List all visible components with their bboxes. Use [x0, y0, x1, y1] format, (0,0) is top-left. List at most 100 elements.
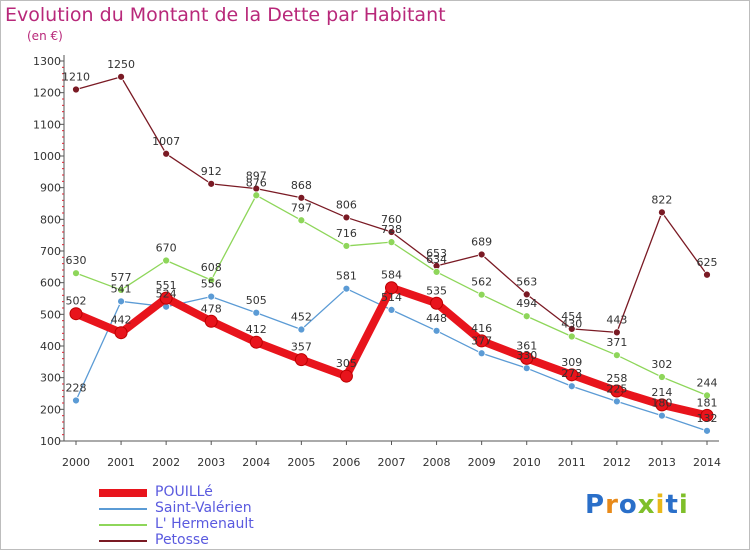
data-label: 728: [381, 223, 402, 236]
axes: 1002003004005006007008009001000110012001…: [33, 55, 721, 469]
data-label: 309: [561, 356, 582, 369]
data-point: [162, 149, 171, 158]
data-point: [252, 308, 261, 317]
data-label: 442: [111, 314, 132, 327]
y-tick-label: 1100: [33, 118, 61, 131]
data-point: [703, 270, 711, 279]
data-label: 494: [516, 297, 537, 310]
data-label: 625: [697, 256, 718, 269]
data-label: 806: [336, 198, 357, 211]
data-point: [162, 256, 171, 265]
y-tick-label: 1200: [33, 87, 61, 100]
series-1: [72, 284, 711, 435]
data-point: [387, 305, 396, 314]
x-tick-label: 2009: [468, 456, 496, 469]
data-point: [703, 391, 711, 400]
data-label: 1250: [107, 58, 135, 71]
data-label: 897: [246, 170, 267, 183]
data-label: 868: [291, 179, 312, 192]
data-point: [342, 213, 351, 222]
y-tick-label: 600: [40, 277, 61, 290]
data-label: 514: [381, 291, 402, 304]
data-point: [522, 290, 531, 299]
y-tick-label: 400: [40, 340, 61, 353]
y-tick-label: 1300: [33, 55, 61, 68]
data-label: 357: [291, 341, 312, 354]
y-tick-label: 800: [40, 213, 61, 226]
data-label: 608: [201, 261, 222, 274]
data-label: 556: [201, 278, 222, 291]
data-point: [117, 297, 125, 306]
data-point: [249, 335, 263, 349]
data-label: 653: [426, 247, 447, 260]
x-tick-label: 2004: [242, 456, 270, 469]
data-point: [477, 349, 486, 358]
data-label: 371: [606, 336, 627, 349]
data-label: 273: [561, 367, 582, 380]
data-point: [658, 208, 666, 217]
x-tick-label: 2002: [152, 456, 180, 469]
data-point: [159, 291, 173, 305]
legend-label: POUILLé: [155, 484, 213, 500]
data-point: [700, 408, 714, 422]
data-point: [522, 364, 531, 373]
data-label: 912: [201, 165, 222, 178]
data-label: 228: [66, 381, 87, 394]
unit-label: (en €): [27, 29, 63, 43]
data-point: [658, 373, 666, 381]
x-tick-label: 2010: [513, 456, 541, 469]
data-label: 132: [697, 412, 718, 425]
series-layer: [69, 72, 714, 435]
data-label: 577: [111, 271, 132, 284]
data-point: [297, 325, 306, 334]
y-tick-label: 200: [40, 403, 61, 416]
data-label: 581: [336, 270, 357, 283]
data-label: 181: [697, 396, 718, 409]
series-0: [69, 281, 714, 422]
legend-label: Petosse: [155, 532, 209, 548]
data-label: 454: [561, 310, 582, 323]
data-point: [297, 193, 306, 202]
data-label: 258: [606, 372, 627, 385]
data-point: [294, 353, 308, 367]
data-point: [114, 326, 128, 340]
data-point: [339, 369, 353, 383]
data-point: [565, 368, 579, 382]
data-point: [297, 216, 306, 225]
data-label: 302: [651, 358, 672, 371]
data-point: [612, 328, 621, 337]
x-tick-label: 2008: [423, 456, 451, 469]
data-point: [522, 312, 531, 321]
data-labels: 5024425514784123573055845354163613092582…: [62, 58, 718, 425]
data-point: [658, 411, 666, 420]
x-tick-label: 2007: [378, 456, 406, 469]
x-tick-label: 2005: [287, 456, 315, 469]
data-point: [117, 286, 125, 294]
data-label: 443: [606, 313, 627, 326]
data-point: [432, 267, 441, 276]
data-point: [567, 324, 576, 333]
x-tick-label: 2006: [332, 456, 360, 469]
data-label: 502: [66, 295, 87, 308]
data-label: 551: [156, 279, 177, 292]
data-point: [342, 242, 351, 250]
x-tick-label: 2000: [62, 456, 90, 469]
data-label: 689: [471, 235, 492, 248]
legend-label: L' Hermenault: [155, 516, 254, 532]
proxiti-logo: Proxiti: [585, 490, 689, 520]
data-label: 416: [471, 322, 492, 335]
data-point: [567, 382, 576, 391]
y-tick-label: 300: [40, 372, 61, 385]
data-label: 584: [381, 269, 402, 282]
x-tick-label: 2012: [603, 456, 631, 469]
y-tick-label: 100: [40, 435, 61, 448]
legend-label: Saint-Valérien: [155, 500, 252, 516]
data-point: [610, 384, 624, 398]
chart-title: Evolution du Montant de la Dette par Hab…: [5, 4, 446, 26]
data-point: [477, 250, 486, 259]
data-label: 524: [156, 288, 177, 301]
data-point: [430, 296, 444, 310]
data-label: 505: [246, 294, 267, 307]
data-label: 430: [561, 318, 582, 331]
